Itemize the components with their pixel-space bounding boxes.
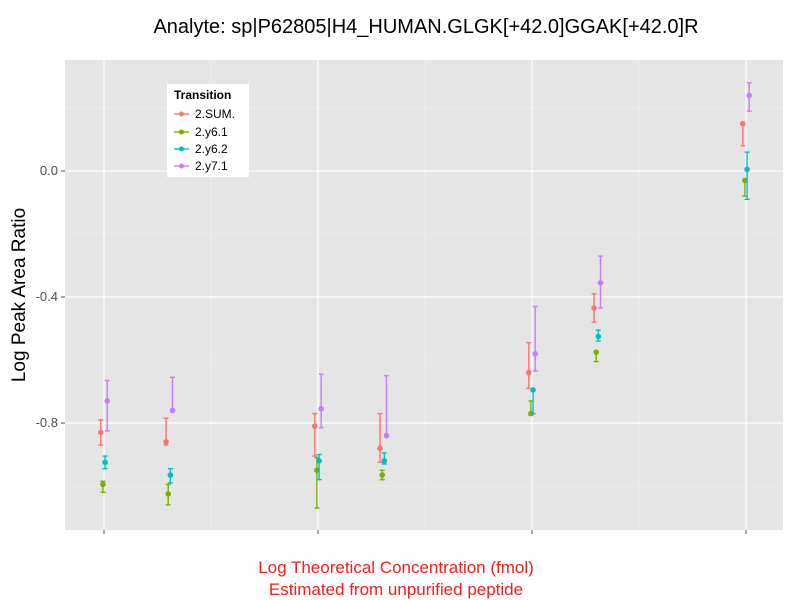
chart-title: Analyte: sp|P62805|H4_HUMAN.GLGK[+42.0]G… (153, 16, 698, 38)
data-point (591, 305, 597, 311)
data-point (314, 467, 320, 474)
data-point (593, 349, 599, 355)
data-point (530, 387, 536, 393)
legend-label-y6-1: 2.y6.1 (195, 125, 228, 139)
legend-key-point (179, 129, 184, 135)
data-point (381, 458, 388, 464)
series-2-y6-2 (102, 151, 750, 484)
y-tick-label: 0.0 (40, 163, 58, 178)
x-axis-label-line-2: Estimated from unpurified peptide (269, 580, 523, 599)
data-point (379, 472, 386, 478)
axes: 0.0 -0.4 -0.8 (36, 163, 747, 534)
data-point (104, 398, 111, 404)
series-2-sum (97, 120, 746, 464)
y-axis-label: Log Peak Area Ratio (9, 208, 30, 382)
data-point (744, 166, 750, 173)
data-point (97, 429, 104, 436)
data-point (595, 333, 602, 340)
data-point (532, 350, 539, 357)
legend-title: Transition (174, 88, 231, 102)
data-point (383, 432, 390, 439)
legend-label-y7-1: 2.y7.1 (195, 159, 228, 173)
legend: Transition 2.SUM. 2.y6.1 2.y6.2 2.y7.1 (167, 84, 249, 177)
data-point (100, 481, 106, 488)
legend-label-sum: 2.SUM. (195, 107, 235, 121)
legend-key-point (179, 111, 184, 117)
x-axis-label-line-1: Log Theoretical Concentration (fmol) (258, 558, 534, 577)
y-tick-label: -0.4 (36, 289, 58, 304)
data-point (163, 439, 169, 445)
legend-key-point (179, 163, 184, 169)
series-2-y7-1 (104, 82, 753, 439)
data-point (311, 423, 318, 429)
data-point (739, 120, 746, 127)
data-point (102, 459, 108, 466)
legend-label-y6-2: 2.y6.2 (195, 142, 228, 156)
data-point (525, 369, 532, 376)
data-point (316, 458, 322, 464)
legend-key-point (179, 146, 184, 152)
data-marks (97, 82, 753, 509)
data-point (318, 406, 325, 412)
data-point (165, 491, 171, 497)
data-point (167, 472, 174, 478)
data-point (377, 445, 383, 452)
y-tick-label: -0.8 (36, 415, 58, 430)
data-point (169, 407, 176, 414)
data-point (746, 92, 753, 99)
legend-keys (174, 111, 189, 169)
data-point (742, 177, 748, 184)
data-point (597, 280, 604, 286)
